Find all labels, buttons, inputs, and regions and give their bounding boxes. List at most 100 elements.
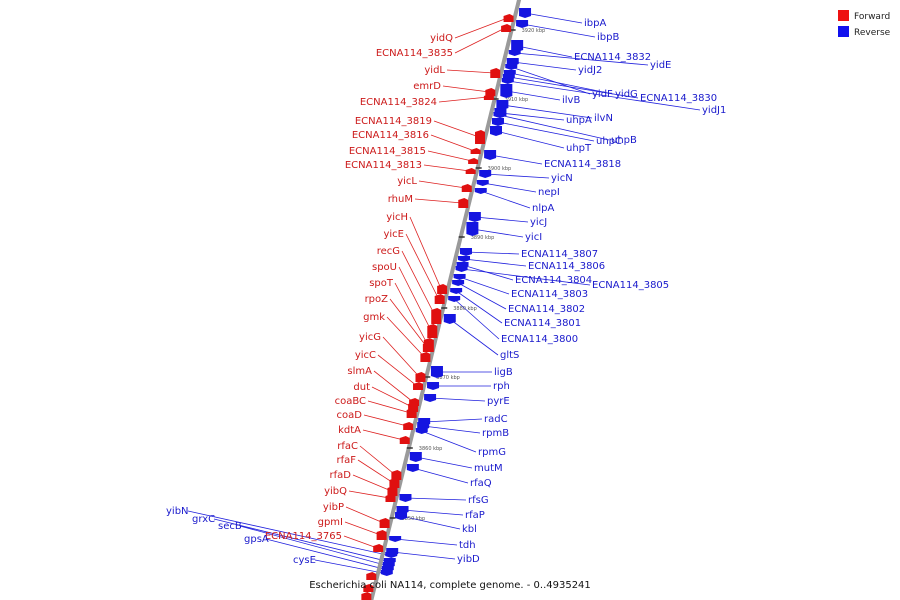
leader-line: [482, 182, 537, 193]
forward-gene-label[interactable]: emrD: [413, 81, 441, 92]
forward-gene-label[interactable]: ECNA114_3765: [265, 531, 342, 542]
reverse-gene-label[interactable]: cysE: [293, 555, 316, 566]
reverse-gene-label[interactable]: rfaP: [465, 510, 485, 521]
reverse-gene-label[interactable]: ilvB: [562, 95, 580, 106]
forward-gene-label[interactable]: ECNA114_3819: [355, 116, 432, 127]
reverse-gene-label[interactable]: kbl: [462, 524, 477, 535]
reverse-gene-label[interactable]: ibpA: [584, 18, 606, 29]
forward-gene-label[interactable]: spoU: [372, 262, 397, 273]
leader-line: [424, 418, 483, 423]
reverse-gene-feature: [491, 118, 504, 126]
forward-gene-feature: [420, 352, 431, 362]
reverse-gene-label[interactable]: gltS: [500, 350, 519, 361]
reverse-gene-label[interactable]: yicJ: [530, 217, 547, 228]
reverse-gene-label[interactable]: radC: [484, 414, 508, 425]
forward-gene-label[interactable]: yicH: [386, 212, 408, 223]
reverse-gene-label[interactable]: yibN: [166, 506, 189, 517]
forward-gene-label[interactable]: kdtA: [338, 425, 361, 436]
reverse-gene-feature: [484, 150, 497, 160]
reverse-gene-label[interactable]: ligB: [494, 367, 513, 378]
reverse-gene-label[interactable]: ECNA114_3807: [521, 249, 598, 260]
reverse-gene-label[interactable]: rpmB: [482, 428, 509, 439]
forward-gene-feature: [434, 294, 445, 304]
reverse-gene-label[interactable]: yidE: [650, 60, 671, 71]
reverse-gene-label[interactable]: nepI: [538, 187, 560, 198]
forward-gene-label[interactable]: yicL: [397, 176, 417, 187]
reverse-gene-label[interactable]: mutM: [474, 463, 503, 474]
forward-gene-label[interactable]: slmA: [347, 366, 372, 377]
reverse-gene-label[interactable]: uhpC: [596, 136, 622, 147]
reverse-gene-label[interactable]: ECNA114_3804: [515, 275, 592, 286]
forward-gene-label[interactable]: recG: [377, 246, 400, 257]
legend: Forward Reverse: [838, 10, 891, 38]
reverse-gene-label[interactable]: uhpA: [566, 115, 592, 126]
reverse-gene-label[interactable]: rpmG: [478, 447, 506, 458]
reverse-gene-feature: [474, 188, 487, 194]
reverse-gene-label[interactable]: rfaQ: [470, 478, 492, 489]
forward-gene-feature: [385, 494, 396, 502]
forward-gene-label[interactable]: yicC: [355, 350, 376, 361]
reverse-gene-label[interactable]: secB: [218, 521, 242, 532]
reverse-gene-label[interactable]: ECNA114_3806: [528, 261, 605, 272]
reverse-gene-label[interactable]: gpsA: [244, 534, 269, 545]
reverse-gene-label[interactable]: yibD: [457, 554, 480, 565]
forward-gene-feature: [427, 324, 438, 338]
forward-gene-label[interactable]: coaBC: [335, 396, 366, 407]
forward-gene-label[interactable]: yibP: [323, 502, 344, 513]
reverse-gene-label[interactable]: uhpB: [611, 135, 637, 146]
reverse-gene-label[interactable]: ECNA114_3801: [504, 318, 581, 329]
leader-line: [359, 445, 396, 476]
reverse-gene-feature: [399, 494, 412, 502]
forward-gene-label[interactable]: rfaF: [336, 455, 356, 466]
reverse-gene-label[interactable]: yicN: [551, 173, 573, 184]
reverse-gene-label[interactable]: ECNA114_3830: [640, 93, 717, 104]
forward-gene-feature: [503, 14, 514, 22]
forward-gene-label[interactable]: ECNA114_3835: [376, 48, 453, 59]
forward-gene-label[interactable]: rfaC: [337, 441, 358, 452]
forward-gene-label[interactable]: ECNA114_3816: [352, 130, 429, 141]
reverse-gene-label[interactable]: tdh: [459, 540, 476, 551]
leader-line: [357, 459, 394, 484]
forward-gene-label[interactable]: yibQ: [324, 486, 347, 497]
reverse-gene-label[interactable]: uhpT: [566, 143, 592, 154]
forward-gene-label[interactable]: yicG: [359, 332, 381, 343]
reverse-gene-label[interactable]: yidJ2: [578, 65, 602, 76]
reverse-gene-label[interactable]: pyrE: [487, 396, 510, 407]
reverse-gene-label[interactable]: rph: [493, 381, 510, 392]
reverse-gene-label[interactable]: ECNA114_3818: [544, 159, 621, 170]
forward-gene-label[interactable]: rpoZ: [365, 294, 389, 305]
reverse-gene-label[interactable]: ECNA114_3802: [508, 304, 585, 315]
forward-gene-label[interactable]: gmk: [363, 312, 385, 323]
forward-gene-label[interactable]: rhuM: [388, 194, 413, 205]
forward-gene-label[interactable]: gpmI: [318, 517, 343, 528]
forward-gene-label[interactable]: ECNA114_3824: [360, 97, 437, 108]
leader-line: [371, 386, 413, 408]
leader-line: [348, 490, 390, 499]
reverse-gene-label[interactable]: ibpB: [597, 32, 619, 43]
forward-gene-label[interactable]: coaD: [337, 410, 363, 421]
forward-gene-label[interactable]: ECNA114_3813: [345, 160, 422, 171]
reverse-gene-label[interactable]: yicI: [525, 232, 542, 243]
forward-gene-feature: [387, 486, 398, 496]
reverse-gene-label[interactable]: rfsG: [468, 495, 489, 506]
leader-line: [405, 233, 440, 300]
forward-gene-label[interactable]: ECNA114_3815: [349, 146, 426, 157]
reverse-gene-feature: [389, 536, 402, 542]
forward-gene-label[interactable]: yicE: [383, 229, 404, 240]
reverse-gene-label[interactable]: nlpA: [532, 203, 554, 214]
reverse-gene-label[interactable]: ECNA114_3803: [511, 289, 588, 300]
forward-gene-label[interactable]: spoT: [369, 278, 394, 289]
reverse-gene-label[interactable]: ECNA114_3800: [501, 334, 578, 345]
forward-gene-label[interactable]: yidL: [424, 65, 445, 76]
reverse-gene-label[interactable]: ilvN: [594, 113, 613, 124]
reverse-gene-label[interactable]: grxC: [192, 514, 215, 525]
forward-gene-label[interactable]: rfaD: [330, 470, 352, 481]
reverse-gene-label[interactable]: yidG: [615, 89, 638, 100]
reverse-gene-label[interactable]: ECNA114_3805: [592, 280, 669, 291]
forward-gene-label[interactable]: yidQ: [430, 33, 453, 44]
reverse-gene-label[interactable]: yidJ1: [702, 105, 726, 116]
reverse-gene-label[interactable]: ECNA114_3832: [574, 52, 651, 63]
forward-gene-label[interactable]: dut: [353, 382, 370, 393]
reverse-gene-label[interactable]: yidF: [592, 89, 613, 100]
leader-line: [472, 228, 524, 238]
